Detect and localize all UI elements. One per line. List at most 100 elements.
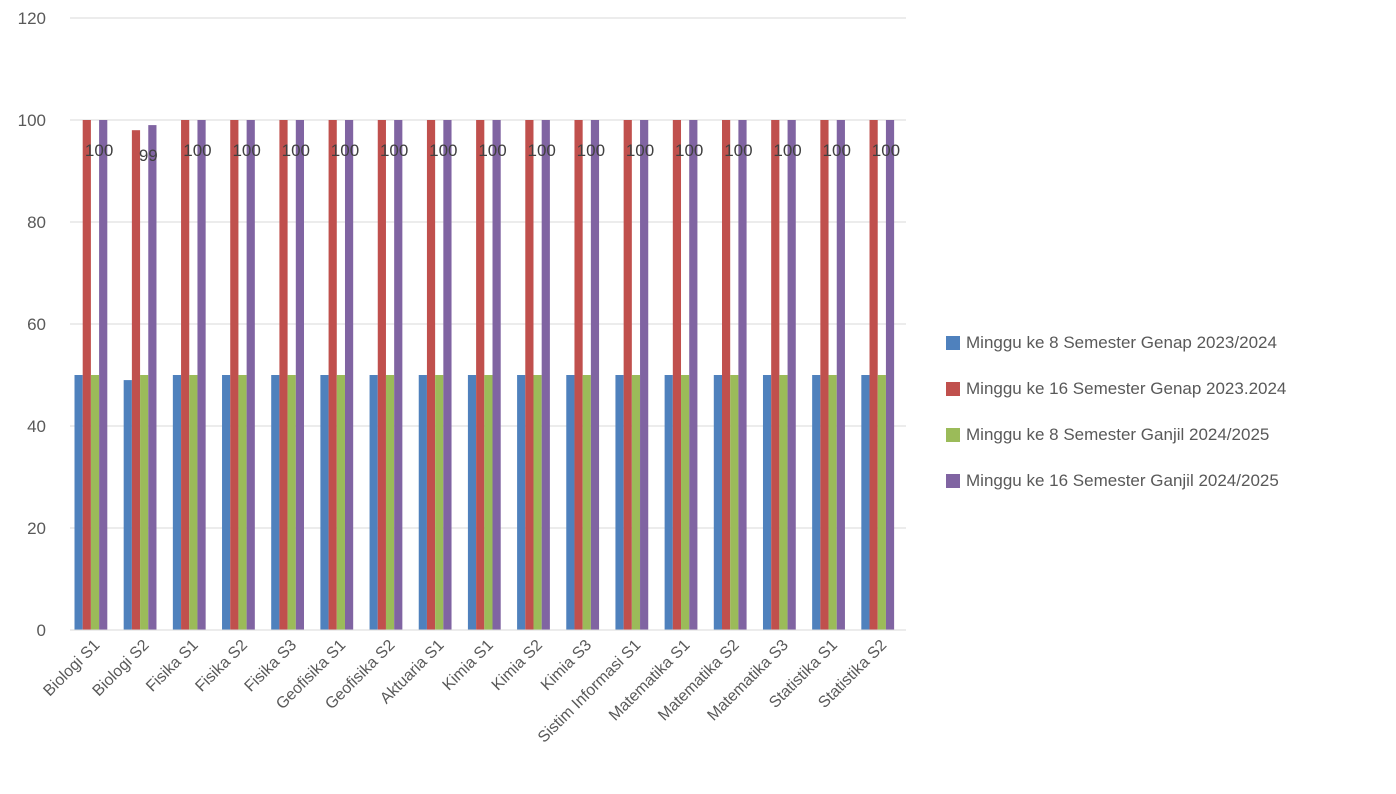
bar [689, 120, 698, 630]
bar [287, 375, 296, 630]
bar [82, 120, 91, 630]
data-label: 100 [282, 141, 310, 160]
bar [336, 375, 345, 630]
bar [435, 375, 444, 630]
data-label: 100 [724, 141, 752, 160]
x-category-label: Fisika S1 [143, 637, 202, 696]
bar [869, 120, 878, 630]
legend-swatch [946, 382, 960, 396]
bar [541, 120, 550, 630]
bar [230, 120, 239, 630]
bar [279, 120, 288, 630]
bar [771, 120, 780, 630]
bar [664, 375, 673, 630]
legend-swatch [946, 474, 960, 488]
bar [525, 120, 534, 630]
bar [812, 375, 821, 630]
bar [713, 375, 722, 630]
bar [820, 120, 829, 630]
y-tick-label: 80 [27, 213, 46, 232]
data-label: 100 [380, 141, 408, 160]
data-labels: 100 99 100 100 100 100 100 100 100 100 100 100 100 10… [85, 141, 900, 165]
bar [681, 375, 690, 630]
x-category-label: Kimia S1 [440, 637, 497, 694]
bar [574, 120, 583, 630]
y-tick-label: 120 [18, 9, 46, 28]
bar [295, 120, 305, 630]
bar [344, 120, 354, 630]
bar [271, 375, 280, 630]
bar [172, 375, 182, 630]
legend-label: Minggu ke 16 Semester Ganjil 2024/2025 [966, 471, 1279, 490]
bar [877, 375, 886, 630]
bar [533, 375, 542, 630]
data-label: 100 [85, 141, 113, 160]
bar [90, 375, 100, 630]
legend-item: Minggu ke 16 Semester Genap 2023.2024 [946, 366, 1286, 412]
data-label: 100 [773, 141, 801, 160]
bar [590, 120, 600, 630]
bars [74, 120, 895, 630]
bar [369, 375, 378, 630]
bar [476, 120, 485, 630]
legend: Minggu ke 8 Semester Genap 2023/2024 Min… [946, 320, 1286, 504]
data-label: 100 [429, 141, 457, 160]
x-category-label: Kimia S2 [489, 637, 546, 694]
y-tick-label: 60 [27, 315, 46, 334]
data-label: 100 [823, 141, 851, 160]
bar [787, 120, 796, 630]
bar [140, 375, 149, 630]
bar [74, 375, 83, 630]
bar [189, 375, 198, 630]
bar [238, 375, 247, 630]
data-label: 100 [478, 141, 506, 160]
legend-swatch [946, 336, 960, 350]
x-category-label: Fisika S2 [192, 637, 251, 696]
bar [123, 380, 132, 630]
data-label: 100 [232, 141, 260, 160]
bar [443, 120, 452, 630]
bar [582, 375, 591, 630]
bar [615, 375, 624, 630]
bar [328, 120, 337, 630]
legend-swatch [946, 428, 960, 442]
bar [131, 130, 141, 630]
bar [836, 120, 845, 630]
bar [738, 120, 747, 630]
bar [885, 120, 895, 630]
bar [492, 120, 501, 630]
bar [779, 375, 788, 630]
bar [484, 375, 493, 630]
data-label: 100 [872, 141, 900, 160]
data-label: 100 [626, 141, 654, 160]
y-axis-ticks: 0 20 40 60 80 100 120 [18, 9, 46, 640]
bar [148, 125, 157, 630]
legend-item: Minggu ke 8 Semester Ganjil 2024/2025 [946, 412, 1286, 458]
bar [762, 375, 772, 630]
legend-item: Minggu ke 16 Semester Ganjil 2024/2025 [946, 458, 1286, 504]
bar [861, 375, 870, 630]
y-tick-label: 100 [18, 111, 46, 130]
data-label: 100 [528, 141, 556, 160]
y-tick-label: 20 [27, 519, 46, 538]
legend-label: Minggu ke 8 Semester Genap 2023/2024 [966, 333, 1277, 352]
bar [418, 375, 427, 630]
bar [517, 375, 526, 630]
bar [222, 375, 231, 630]
bar [377, 120, 386, 630]
data-label: 100 [675, 141, 703, 160]
y-tick-label: 0 [37, 621, 46, 640]
legend-label: Minggu ke 16 Semester Genap 2023.2024 [966, 379, 1287, 398]
bar [721, 120, 731, 630]
bar [828, 375, 837, 630]
legend-item: Minggu ke 8 Semester Genap 2023/2024 [946, 320, 1286, 366]
bar [467, 375, 477, 630]
bar [320, 375, 329, 630]
bar [566, 375, 575, 630]
data-label: 100 [183, 141, 211, 160]
bar [631, 375, 641, 630]
bar [730, 375, 739, 630]
y-tick-label: 40 [27, 417, 46, 436]
